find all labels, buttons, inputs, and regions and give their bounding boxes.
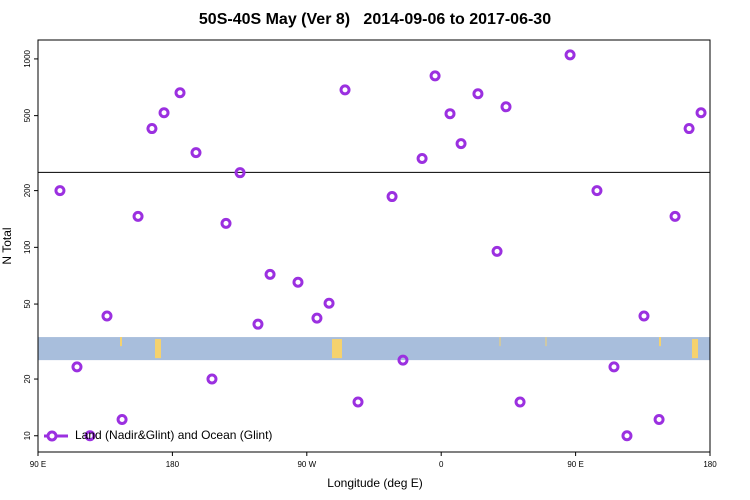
y-tick-label: 20 — [23, 374, 32, 383]
data-point — [608, 361, 620, 373]
land-patch — [332, 339, 342, 359]
data-point — [638, 310, 650, 322]
plot-frame — [37, 39, 711, 453]
data-point — [455, 138, 467, 150]
data-point — [339, 84, 351, 96]
data-point — [397, 354, 409, 366]
data-point — [264, 268, 276, 280]
data-point — [220, 217, 232, 229]
data-point — [621, 430, 633, 442]
data-point — [653, 413, 665, 425]
data-point — [146, 123, 158, 135]
data-point — [323, 297, 335, 309]
data-point — [311, 312, 323, 324]
x-tick-label: 90 E — [567, 460, 583, 469]
data-point — [564, 49, 576, 61]
y-tick-label: 50 — [23, 299, 32, 308]
data-point — [472, 88, 484, 100]
land-patch — [499, 337, 501, 347]
x-tick-label: 90 E — [30, 460, 46, 469]
y-tick-label: 200 — [23, 183, 32, 197]
data-point — [386, 191, 398, 203]
data-point — [352, 396, 364, 408]
legend-label: Land (Nadir&Glint) and Ocean (Glint) — [75, 428, 272, 442]
x-tick-label: 90 W — [297, 460, 316, 469]
data-point — [234, 167, 246, 179]
data-point — [132, 210, 144, 222]
legend-marker — [46, 430, 58, 442]
data-point — [429, 70, 441, 82]
x-tick-label: 0 — [439, 460, 444, 469]
y-tick-label: 500 — [23, 108, 32, 122]
land-patch — [155, 339, 161, 359]
data-point — [116, 413, 128, 425]
data-point — [444, 108, 456, 120]
x-tick-label: 180 — [703, 460, 717, 469]
data-point — [683, 123, 695, 135]
chart-title: 50S-40S May (Ver 8) 2014-09-06 to 2017-0… — [199, 11, 551, 28]
data-point — [174, 87, 186, 99]
data-point — [206, 373, 218, 385]
land-patch — [659, 337, 661, 347]
data-point — [71, 361, 83, 373]
data-point — [292, 276, 304, 288]
y-tick-label: 1000 — [23, 49, 32, 67]
land-patch — [120, 337, 122, 347]
data-point — [101, 310, 113, 322]
data-point — [669, 210, 681, 222]
data-point — [54, 185, 66, 197]
data-point — [500, 101, 512, 113]
data-point — [84, 430, 96, 442]
land-patch — [692, 339, 698, 359]
data-point — [491, 245, 503, 257]
land-patch — [545, 337, 547, 347]
data-point — [591, 185, 603, 197]
data-point — [158, 107, 170, 119]
data-point — [695, 107, 707, 119]
x-tick-label: 180 — [166, 460, 180, 469]
y-axis-label: N Total — [0, 227, 14, 264]
y-tick-label: 10 — [23, 431, 32, 440]
data-point — [190, 147, 202, 159]
x-axis-label: Longitude (deg E) — [327, 476, 422, 490]
y-tick-label: 100 — [23, 240, 32, 254]
map-band — [38, 337, 710, 361]
data-point — [416, 153, 428, 165]
data-point — [514, 396, 526, 408]
data-point — [252, 318, 264, 330]
